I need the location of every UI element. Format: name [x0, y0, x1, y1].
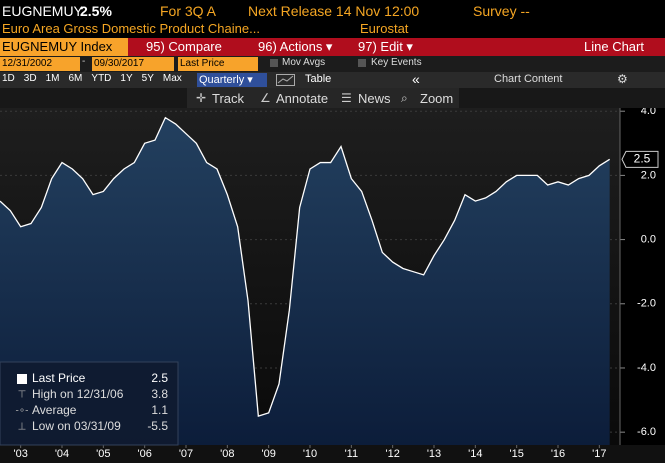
zoom-icon: ⌕ [401, 91, 408, 105]
date-separator: - [82, 56, 86, 67]
checkbox[interactable] [358, 59, 366, 67]
y-tick-label: -4.0 [637, 362, 656, 374]
x-tick-label: '11 [345, 448, 359, 460]
source: Eurostat [360, 21, 409, 36]
annotate-icon: ∠ [260, 91, 271, 105]
zoom-tool[interactable]: Zoom [420, 91, 454, 106]
y-tick-label: -6.0 [637, 426, 656, 438]
period: For 3Q A [160, 3, 217, 19]
menu-edit[interactable]: 97) Edit ▾ [358, 39, 413, 54]
x-tick-label: '04 [55, 448, 69, 460]
x-tick-label: '13 [427, 448, 441, 460]
table-icon [276, 74, 295, 86]
stat-value: 3.8 [151, 387, 168, 401]
field-select[interactable]: Last Price [178, 57, 258, 71]
frequency-select[interactable]: Quarterly ▾ [197, 73, 267, 87]
menu-compare[interactable]: 95) Compare [146, 39, 222, 54]
x-tick-label: '09 [261, 448, 275, 460]
range-button[interactable]: 3D [23, 73, 37, 84]
tool-group [187, 88, 459, 108]
stat-label: Average [32, 403, 77, 417]
chart: 4.0 2.0 0.0 -2.0 -4.0 -6.0 '03 '04 '05 '06 '07 '08 '… [0, 108, 665, 463]
security-field[interactable]: EUGNEMUY Index [0, 38, 128, 56]
range-button[interactable]: Max [162, 73, 182, 84]
track-icon: ✛ [196, 91, 207, 105]
y-tick-label: 4.0 [641, 108, 656, 117]
news-tool[interactable]: News [358, 91, 391, 106]
x-tick-label: '05 [96, 448, 110, 460]
range-button[interactable]: 1Y [120, 73, 133, 84]
track-tool[interactable]: Track [212, 91, 245, 106]
range-button[interactable]: YTD [91, 73, 112, 84]
settings-icon[interactable]: ⚙ [617, 72, 628, 86]
range-button[interactable]: 1D [2, 73, 15, 84]
legend-label: Last Price [32, 371, 86, 385]
start-date[interactable]: 12/31/2002 [0, 57, 80, 71]
last-value-box [621, 150, 659, 168]
collapse-button[interactable]: « [412, 71, 420, 87]
table-button[interactable]: Table [305, 73, 332, 85]
x-tick-label: '07 [179, 448, 193, 460]
range-buttons: 1D 3D 1M 6M YTD 1Y 5Y Max [2, 73, 182, 84]
x-tick-label: '12 [385, 448, 399, 460]
y-tick-label: -2.0 [637, 298, 656, 310]
range-button[interactable]: 1M [45, 73, 60, 84]
stat-value: -5.5 [147, 419, 168, 433]
end-date[interactable]: 09/30/2017 [92, 57, 174, 71]
x-tick-label: '17 [592, 448, 606, 460]
stat-label: Low on 03/31/09 [32, 419, 121, 433]
stat-icon: ⊥ [18, 422, 27, 433]
line [0, 116, 611, 417]
x-tick-label: '06 [137, 448, 151, 460]
next-release: Next Release 14 Nov 12:00 [248, 3, 420, 19]
chart-content[interactable]: Chart Content [494, 73, 563, 85]
range-button[interactable]: 6M [68, 73, 83, 84]
last-value-label: 2.5 [634, 152, 651, 166]
annotate-tool[interactable]: Annotate [276, 91, 329, 106]
y-tick-label: 2.0 [641, 169, 656, 181]
mov-avgs[interactable]: Mov Avgs [282, 57, 326, 68]
menu-bar [0, 38, 665, 56]
x-tick-label: '15 [509, 448, 523, 460]
key-events[interactable]: Key Events [371, 57, 422, 68]
stat-label: High on 12/31/06 [32, 387, 124, 401]
range-button[interactable]: 5Y [141, 73, 154, 84]
stat-icon: ⊤ [18, 390, 27, 401]
description: Euro Area Gross Domestic Product Chaine.… [2, 21, 260, 36]
x-tick-label: '10 [303, 448, 317, 460]
stat-value: 1.1 [151, 403, 168, 417]
legend-value: 2.5 [151, 371, 168, 385]
range-bar [0, 72, 665, 88]
y-tick-label: 0.0 [641, 233, 656, 245]
x-tick-label: '14 [468, 448, 482, 460]
news-icon: ☰ [341, 91, 352, 105]
menu-actions[interactable]: 96) Actions ▾ [258, 39, 333, 54]
legend: Last Price 2.5 ⊤ High on 12/31/06 3.8 -∘- Aver… [0, 361, 179, 446]
ticker: EUGNEMUY [2, 3, 83, 19]
x-tick-label: '03 [13, 448, 27, 460]
view-type[interactable]: Line Chart [584, 39, 644, 54]
last-value: 2.5% [80, 3, 112, 19]
stat-icon: -∘- [16, 406, 29, 417]
legend-swatch [17, 374, 27, 384]
x-tick-label: '08 [220, 448, 234, 460]
x-axis-strip [0, 445, 665, 463]
legend-box [0, 361, 179, 446]
x-tick-label: '16 [551, 448, 565, 460]
survey: Survey -- [473, 3, 530, 19]
checkbox[interactable] [270, 59, 278, 67]
